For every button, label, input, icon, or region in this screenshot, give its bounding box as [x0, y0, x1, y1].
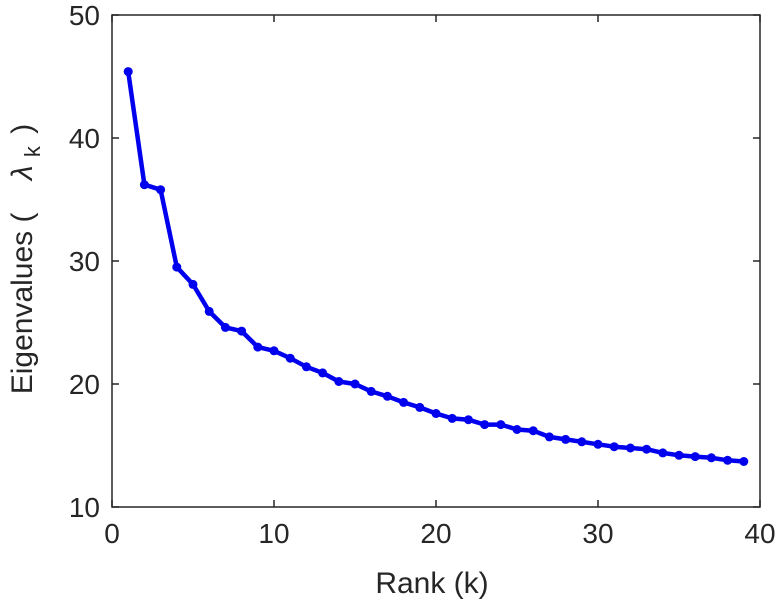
x-tick-label: 40 [744, 518, 775, 549]
plot-area [111, 14, 761, 508]
y-tick-label: 20 [69, 369, 100, 400]
y-axis-label: Eigenvalues ( λ k ) [6, 124, 47, 395]
data-point [237, 326, 247, 336]
x-tick-label: 30 [582, 518, 613, 549]
x-tick-label: 20 [420, 518, 451, 549]
data-point [431, 409, 441, 418]
x-tick-label: 10 [258, 518, 289, 549]
data-point [139, 180, 149, 190]
data-point [642, 444, 652, 454]
y-tick-label: 30 [69, 246, 100, 277]
data-point [723, 455, 733, 465]
data-point [366, 386, 376, 396]
x-tick-label: 0 [104, 518, 120, 549]
data-point [593, 439, 603, 449]
data-point [285, 353, 295, 363]
data-point [156, 185, 166, 195]
data-point [447, 413, 457, 423]
y-axis-label-suffix: ) [6, 124, 39, 134]
x-axis-label: Rank (k) [375, 567, 488, 600]
data-point [528, 426, 538, 436]
y-axis-label-subscript: k [20, 145, 45, 157]
data-point [220, 322, 230, 332]
data-point [480, 420, 490, 430]
data-point [172, 262, 182, 272]
data-point [188, 279, 198, 289]
data-point [609, 442, 619, 452]
plot-frame [111, 14, 761, 508]
y-tick-label: 40 [69, 123, 100, 154]
y-axis-label-symbol: λ [6, 165, 39, 182]
data-point [318, 368, 328, 378]
y-tick-label: 50 [69, 0, 100, 31]
y-axis: 10 20 30 40 50 [69, 0, 760, 523]
data-point [496, 420, 506, 430]
data-point [463, 415, 473, 425]
x-axis: 0 10 20 30 40 [104, 15, 776, 549]
data-point [577, 437, 587, 447]
data-point [253, 342, 263, 352]
data-point [739, 457, 749, 466]
data-point [561, 434, 571, 444]
data-point [690, 452, 700, 462]
data-point [350, 379, 360, 389]
data-point [269, 346, 279, 356]
y-axis-label-prefix: Eigenvalues ( [6, 213, 39, 395]
data-point [204, 306, 214, 316]
data-point [415, 402, 425, 412]
data-point [382, 391, 392, 401]
data-point [625, 443, 635, 453]
series-layer [123, 67, 749, 466]
data-point [512, 425, 522, 434]
data-point [658, 448, 668, 458]
data-point [301, 362, 311, 372]
data-point [544, 432, 554, 442]
data-point [706, 453, 716, 463]
y-tick-label: 10 [69, 492, 100, 523]
data-point [123, 67, 133, 77]
data-point [334, 377, 344, 386]
data-point [674, 450, 684, 460]
data-point [399, 397, 409, 407]
